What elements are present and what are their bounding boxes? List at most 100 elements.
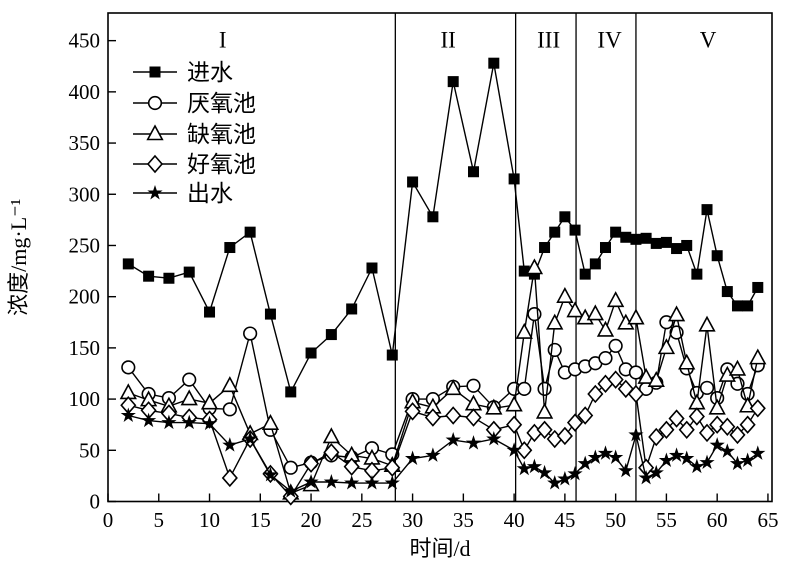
circle-marker bbox=[283, 460, 298, 475]
square-marker bbox=[427, 211, 439, 223]
diamond-marker bbox=[146, 154, 164, 174]
star-marker bbox=[536, 464, 553, 480]
series-effluent bbox=[120, 407, 766, 498]
star-marker bbox=[486, 431, 502, 446]
y-tick-label: 450 bbox=[69, 29, 101, 53]
square-marker bbox=[599, 242, 611, 254]
star-marker bbox=[658, 452, 675, 468]
diamond-marker bbox=[688, 407, 705, 426]
triangle-marker bbox=[200, 393, 219, 410]
square-marker bbox=[630, 233, 642, 245]
triangle-marker bbox=[556, 286, 574, 303]
square-marker bbox=[569, 224, 581, 236]
x-tick-label: 65 bbox=[757, 508, 778, 532]
triangle-marker bbox=[657, 338, 676, 355]
square-marker bbox=[518, 265, 530, 277]
diamond-marker bbox=[668, 409, 685, 428]
square-marker bbox=[711, 250, 723, 262]
legend-item-anaerobic-tank: 厌氧池 bbox=[133, 91, 256, 116]
circle-marker bbox=[598, 351, 613, 366]
square-marker bbox=[610, 226, 622, 238]
triangle-marker bbox=[546, 313, 564, 330]
star-marker bbox=[547, 475, 563, 490]
square-marker bbox=[163, 272, 175, 284]
triangle-marker bbox=[667, 305, 686, 322]
square-marker bbox=[701, 204, 713, 216]
star-marker bbox=[141, 412, 157, 428]
square-marker bbox=[264, 308, 276, 320]
square-marker bbox=[620, 231, 632, 243]
circle-marker bbox=[517, 381, 532, 396]
circle-marker bbox=[182, 372, 197, 387]
star-marker bbox=[699, 454, 715, 470]
diamond-marker bbox=[627, 384, 645, 404]
square-marker bbox=[183, 266, 195, 278]
phase-label: I bbox=[219, 28, 227, 53]
triangle-marker bbox=[180, 389, 198, 406]
triangle-marker bbox=[728, 359, 747, 376]
triangle-marker bbox=[607, 291, 625, 308]
square-marker bbox=[508, 173, 520, 185]
triangle-marker bbox=[505, 395, 523, 412]
star-marker bbox=[597, 445, 614, 460]
triangle-marker bbox=[627, 308, 645, 325]
triangle-marker bbox=[515, 322, 533, 339]
star-marker bbox=[262, 466, 279, 482]
square-marker bbox=[488, 57, 500, 69]
square-marker bbox=[681, 239, 693, 251]
square-marker bbox=[407, 176, 419, 188]
triangle-marker bbox=[749, 348, 767, 365]
triangle-marker bbox=[444, 379, 462, 396]
diamond-marker bbox=[343, 457, 360, 476]
circle-marker bbox=[243, 326, 258, 341]
diamond-marker bbox=[749, 399, 766, 418]
circle-marker bbox=[608, 338, 623, 353]
triangle-marker bbox=[261, 413, 280, 430]
diamond-marker bbox=[424, 408, 441, 427]
legend-item-influent: 进水 bbox=[133, 60, 233, 85]
y-tick-label: 150 bbox=[69, 336, 101, 360]
circle-marker bbox=[222, 402, 237, 417]
square-marker bbox=[244, 226, 256, 238]
diamond-marker bbox=[648, 427, 665, 447]
diamond-marker bbox=[678, 420, 695, 440]
circle-marker bbox=[527, 306, 542, 322]
y-tick-label: 200 bbox=[69, 285, 101, 309]
series-anaerobic-tank bbox=[121, 306, 765, 475]
x-tick-label: 25 bbox=[351, 508, 372, 532]
star-marker bbox=[587, 449, 603, 464]
star-marker bbox=[404, 450, 421, 465]
star-marker bbox=[425, 447, 441, 462]
star-marker bbox=[618, 462, 634, 478]
star-marker bbox=[201, 415, 218, 431]
y-tick-label: 300 bbox=[69, 182, 101, 206]
series-anoxic-tank bbox=[119, 258, 767, 500]
star-marker bbox=[445, 432, 461, 447]
triangle-marker bbox=[708, 398, 726, 415]
triangle-marker bbox=[525, 258, 544, 275]
diamond-marker bbox=[556, 426, 573, 446]
square-marker bbox=[691, 268, 703, 280]
legend-item-anoxic-tank: 缺氧池 bbox=[133, 122, 256, 147]
diamond-marker bbox=[607, 370, 624, 389]
square-marker bbox=[305, 347, 317, 359]
triangle-marker bbox=[221, 376, 239, 393]
star-marker bbox=[147, 185, 163, 200]
x-tick-label: 55 bbox=[656, 508, 677, 532]
phase-label: IV bbox=[597, 28, 622, 53]
x-tick-label: 10 bbox=[199, 508, 220, 532]
x-tick-label: 50 bbox=[605, 508, 626, 532]
star-marker bbox=[242, 431, 258, 446]
circle-marker bbox=[537, 381, 552, 396]
triangle-marker bbox=[586, 304, 604, 321]
x-tick-label: 20 bbox=[301, 508, 322, 532]
y-axis-title: 浓度/mg·L⁻¹ bbox=[6, 199, 31, 316]
triangle-marker bbox=[647, 370, 665, 387]
star-marker bbox=[384, 475, 400, 490]
diamond-marker bbox=[506, 415, 523, 434]
star-marker bbox=[648, 464, 664, 480]
diamond-marker bbox=[302, 454, 320, 473]
circle-marker bbox=[466, 378, 481, 393]
legend-label-aerobic-tank: 好氧池 bbox=[187, 152, 256, 177]
